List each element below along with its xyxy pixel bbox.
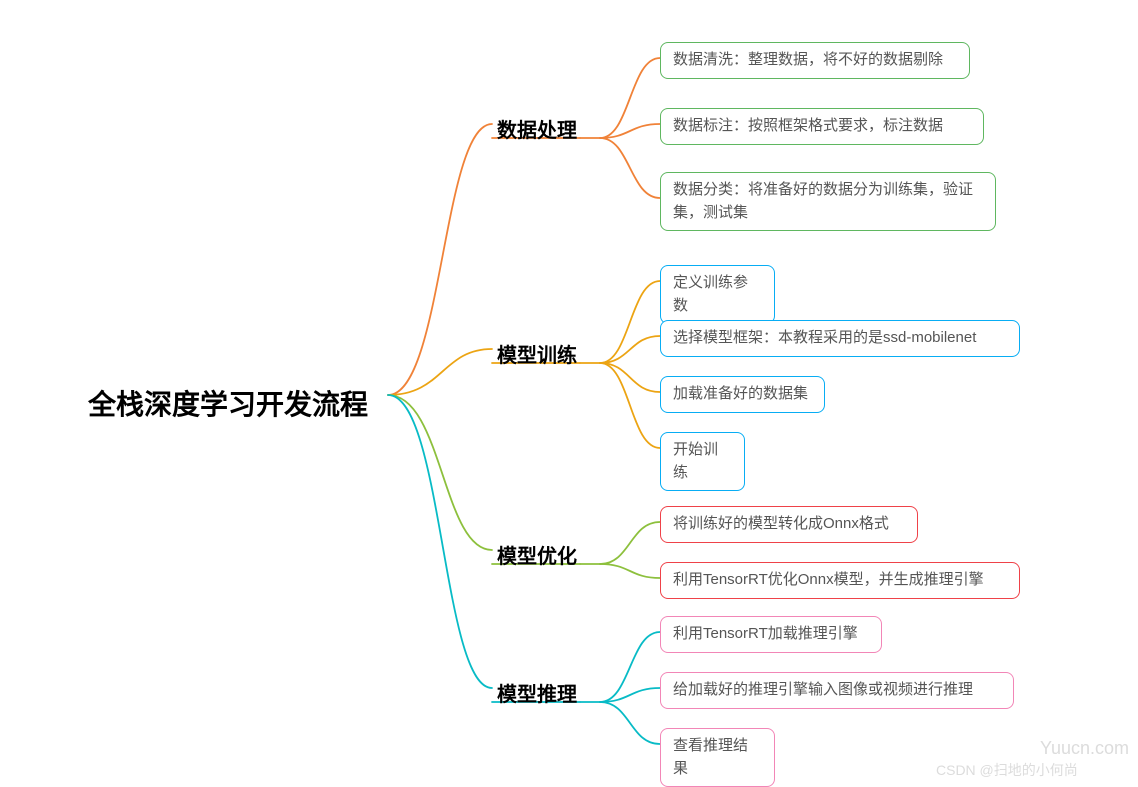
leaf-node-1-2: 加载准备好的数据集 [660, 376, 825, 413]
leaf-node-0-2: 数据分类：将准备好的数据分为训练集，验证集，测试集 [660, 172, 996, 231]
leaf-node-3-1: 给加载好的推理引擎输入图像或视频进行推理 [660, 672, 1014, 709]
branch-label-0: 数据处理 [497, 114, 577, 143]
watermark-csdn: CSDN @扫地的小何尚 [936, 760, 1078, 780]
leaf-node-2-1: 利用TensorRT优化Onnx模型，并生成推理引擎 [660, 562, 1020, 599]
leaf-node-3-2: 查看推理结果 [660, 728, 775, 787]
branch-label-2: 模型优化 [497, 540, 577, 569]
leaf-node-3-0: 利用TensorRT加载推理引擎 [660, 616, 882, 653]
leaf-node-0-0: 数据清洗：整理数据，将不好的数据剔除 [660, 42, 970, 79]
watermark-yuucn: Yuucn.com [1040, 738, 1129, 759]
branch-label-3: 模型推理 [497, 678, 577, 707]
leaf-node-1-0: 定义训练参数 [660, 265, 775, 324]
leaf-node-0-1: 数据标注：按照框架格式要求，标注数据 [660, 108, 984, 145]
branch-label-1: 模型训练 [497, 339, 577, 368]
root-title: 全栈深度学习开发流程 [88, 383, 368, 423]
leaf-node-1-1: 选择模型框架：本教程采用的是ssd-mobilenet [660, 320, 1020, 357]
leaf-node-2-0: 将训练好的模型转化成Onnx格式 [660, 506, 918, 543]
leaf-node-1-3: 开始训练 [660, 432, 745, 491]
